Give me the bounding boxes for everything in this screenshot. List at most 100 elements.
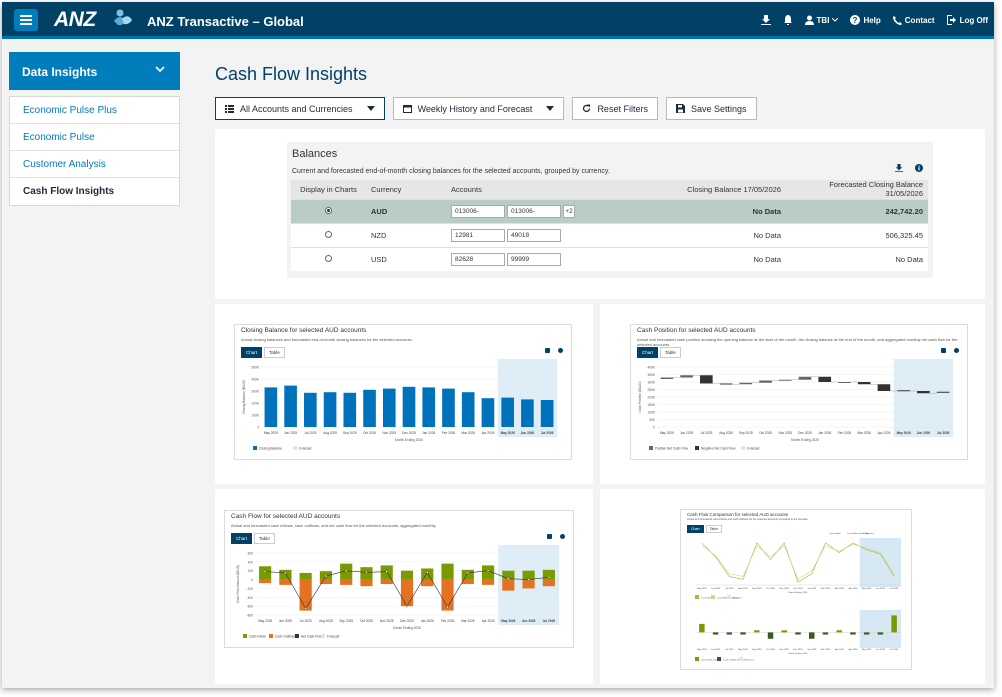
column-header: Display in Charts xyxy=(291,180,366,199)
bar xyxy=(299,579,312,611)
download-icon[interactable] xyxy=(545,348,550,353)
sidebar-item-economic-pulse-plus[interactable]: Economic Pulse Plus xyxy=(10,97,179,124)
info-icon[interactable] xyxy=(558,348,563,353)
y-tick-label: 100K xyxy=(648,411,656,415)
bar xyxy=(897,390,910,392)
legend-swatch xyxy=(717,657,721,661)
info-icon[interactable] xyxy=(954,348,959,353)
display-radio[interactable] xyxy=(325,254,332,262)
chart-tab[interactable]: Chart xyxy=(687,525,704,533)
caret-down-icon xyxy=(366,106,375,111)
account-chip: 99999 xyxy=(507,252,561,266)
accounts-filter-label: All Accounts and Currencies xyxy=(240,103,353,114)
table-row[interactable]: AUD 013006- 013006- +2 No Data 242,742.20 xyxy=(291,198,928,223)
bar xyxy=(719,383,733,385)
y-tick-label: 600 xyxy=(248,552,254,556)
x-tick-label: Jun 2026 xyxy=(522,619,536,623)
history-filter-dropdown[interactable]: Weekly History and Forecast xyxy=(392,97,565,120)
save-settings-button[interactable]: Save Settings xyxy=(665,97,757,120)
data-point xyxy=(527,578,530,581)
download-icon[interactable] xyxy=(547,534,552,539)
sidebar-item-customer-analysis[interactable]: Customer Analysis xyxy=(10,151,179,178)
display-radio[interactable] xyxy=(325,230,332,238)
user-menu[interactable]: TBI xyxy=(804,15,839,25)
chart-tab[interactable]: Chart xyxy=(637,347,659,358)
table-tab[interactable]: Table xyxy=(705,525,722,533)
closing-balance-chart: Closing Balance for selected AUD account… xyxy=(234,324,572,460)
table-row[interactable]: USD 82628 99999 No Data No Data xyxy=(291,246,928,271)
more-accounts-button[interactable]: +2 xyxy=(563,204,575,218)
table-tab[interactable]: Table xyxy=(254,533,275,544)
table-tab[interactable]: Table xyxy=(660,347,681,358)
y-tick-label: 400K xyxy=(648,366,656,370)
help-link[interactable]: ? Help xyxy=(850,15,881,25)
x-tick-label: May 2026 xyxy=(897,431,911,435)
closing-balance-cell: No Data xyxy=(646,246,786,271)
legend-label: Cash Outflow Variance xyxy=(723,659,746,662)
legend-label: Negative Net Cash Flow xyxy=(701,447,736,451)
sidebar-item-economic-pulse[interactable]: Economic Pulse xyxy=(10,124,179,151)
sidebar-item-cash-flow-insights[interactable]: Cash Flow Insights xyxy=(23,186,115,197)
chart-tab[interactable]: Chart xyxy=(231,533,253,544)
download-icon[interactable] xyxy=(941,348,946,353)
y-tick-label: -200 xyxy=(247,587,254,591)
logoff-label: Log Off xyxy=(959,15,988,25)
info-icon[interactable] xyxy=(560,534,565,539)
chart-svg: Cash Position ($AUD) 400K 350K 300K 250K 200K… xyxy=(638,359,953,451)
download-button[interactable] xyxy=(760,15,771,25)
y-tick-label: 300K xyxy=(252,390,260,394)
accounts-filter-dropdown[interactable]: All Accounts and Currencies xyxy=(215,97,385,120)
x-tick-label: Jul 2025 xyxy=(304,431,316,435)
legend-label: Cash Inflow xyxy=(249,635,266,639)
x-tick-label: Jun 2025 xyxy=(680,431,693,435)
chevron-down-icon xyxy=(832,18,839,22)
bar xyxy=(850,632,856,635)
sidebar-section-toggle[interactable]: Data Insights xyxy=(9,52,180,90)
bar xyxy=(502,570,515,580)
display-radio[interactable] xyxy=(325,206,332,214)
download-icon[interactable] xyxy=(895,164,903,172)
bar xyxy=(400,579,414,607)
column-header: Accounts xyxy=(446,180,646,199)
info-icon[interactable] xyxy=(915,164,923,172)
reset-filters-button[interactable]: Reset Filters xyxy=(572,97,658,120)
bar xyxy=(680,375,693,378)
legend-label: Cash Inflow Prediction xyxy=(847,532,870,535)
forecast-balance-cell: No Data xyxy=(786,246,928,271)
history-filter-label: Weekly History and Forecast xyxy=(417,103,533,114)
x-tick-label: Nov 2025 xyxy=(778,431,792,435)
bar xyxy=(400,570,414,580)
table-row[interactable]: NZD 12981 49018 No Data 506,325.45 xyxy=(291,222,928,247)
y-axis-label: Cash Flow Amount ($AUD) xyxy=(236,565,240,603)
y-tick-label: 0 xyxy=(257,426,259,430)
bar xyxy=(380,579,393,584)
anz-logo[interactable]: ANZ xyxy=(54,8,96,31)
data-point xyxy=(547,576,551,579)
x-tick-label: Aug 2025 xyxy=(738,648,748,651)
bar xyxy=(740,632,746,635)
legend-label: Forecast xyxy=(327,635,340,639)
menu-icon[interactable] xyxy=(14,9,38,31)
logoff-link[interactable]: Log Off xyxy=(946,15,988,25)
x-tick-label: Mar 2026 xyxy=(461,619,475,623)
legend-swatch xyxy=(695,595,699,599)
bar xyxy=(461,579,474,584)
forecast-band xyxy=(859,538,901,587)
bar xyxy=(481,398,495,427)
legend-label: Forecast xyxy=(865,532,874,535)
bar xyxy=(739,382,753,385)
bar xyxy=(522,570,535,580)
contact-link[interactable]: Contact xyxy=(892,15,935,25)
x-tick-label: Aug 2025 xyxy=(323,431,337,435)
y-tick-label: 200 xyxy=(248,569,254,573)
chart-tab[interactable]: Chart xyxy=(241,347,263,358)
table-tab[interactable]: Table xyxy=(264,347,285,358)
bar xyxy=(917,391,930,394)
y-tick-label: 200K xyxy=(648,396,656,400)
x-tick-label: Jul 2026 xyxy=(890,649,899,651)
x-tick-label: Mar 2026 xyxy=(835,648,845,651)
x-tick-label: Mar 2026 xyxy=(835,587,845,590)
currency-cell: USD xyxy=(366,246,446,271)
notifications-button[interactable] xyxy=(783,15,793,25)
bar xyxy=(284,385,297,427)
